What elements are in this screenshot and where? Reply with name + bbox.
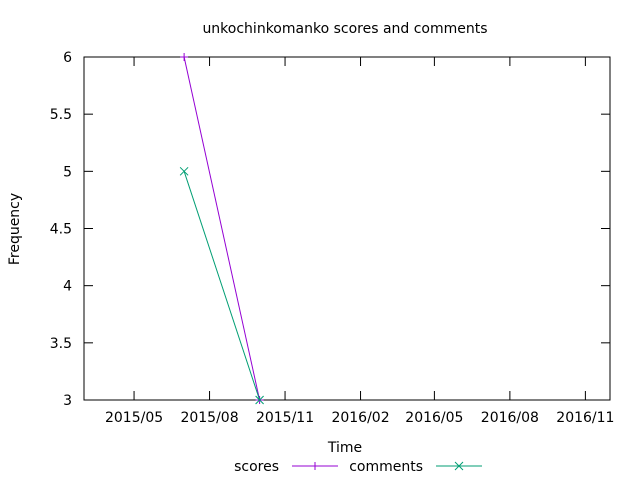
data-point-comments xyxy=(255,395,264,405)
y-tick-label: 5.5 xyxy=(50,107,72,123)
x-axis: 2015/05 2015/08 2015/11 2016/02 2016/05 2016/… xyxy=(105,57,614,426)
y-tick-label: 3.5 xyxy=(50,336,72,352)
plot-frame xyxy=(83,56,611,401)
series-line-scores xyxy=(183,56,261,401)
data-point-scores xyxy=(180,53,189,61)
x-tick-label: 2016/08 xyxy=(481,410,539,426)
y-tick-label: 4 xyxy=(63,279,72,295)
y-tick-label: 3 xyxy=(63,393,72,409)
x-tick-label: 2015/11 xyxy=(256,410,314,426)
legend-item-comments: comments xyxy=(349,459,482,475)
legend-item-scores: scores xyxy=(234,459,338,475)
y-axis: 3 3.5 4 4.5 5 5.5 6 xyxy=(50,50,610,409)
data-point-comments xyxy=(179,166,189,176)
series-line-comments xyxy=(183,171,261,401)
x-axis-label: Time xyxy=(327,440,362,456)
x-tick-label: 2016/02 xyxy=(331,410,389,426)
y-axis-label: Frequency xyxy=(7,193,23,265)
legend-marker-comments xyxy=(454,461,464,471)
x-tick-label: 2015/05 xyxy=(105,410,163,426)
legend-label: comments xyxy=(349,459,423,475)
x-tick-label: 2016/11 xyxy=(556,410,614,426)
series-layer xyxy=(179,53,264,405)
legend: scores comments xyxy=(234,459,482,475)
y-tick-label: 6 xyxy=(63,50,72,66)
x-tick-label: 2015/08 xyxy=(180,410,238,426)
y-tick-label: 4.5 xyxy=(50,222,72,238)
y-tick-label: 5 xyxy=(63,164,72,180)
x-tick-label: 2016/05 xyxy=(405,410,463,426)
chart-title: unkochinkomanko scores and comments xyxy=(202,21,487,37)
legend-label: scores xyxy=(234,459,279,475)
legend-marker-scores xyxy=(311,462,319,470)
